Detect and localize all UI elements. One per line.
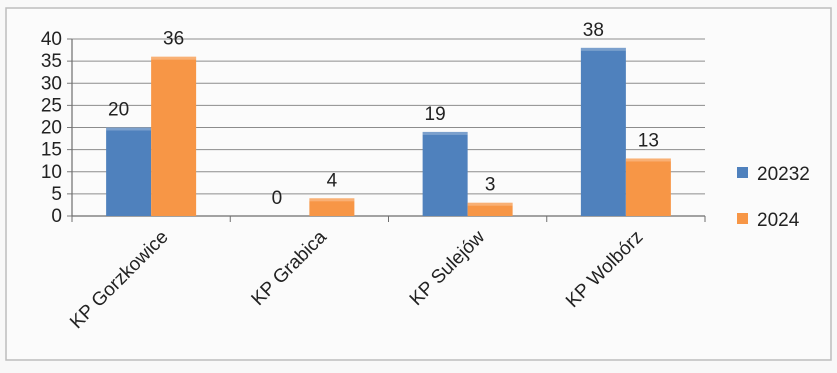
data-label-20232-1: 0 [272, 188, 283, 209]
bar-20232-kp-sulejów [422, 131, 468, 216]
bar-highlight [467, 202, 513, 206]
data-labels: 20 36 0 4 19 3 38 13 [108, 20, 659, 209]
bars [106, 47, 671, 217]
bar-20232-kp-gorzkowice [106, 127, 152, 216]
y-tick-label-5: 5 [51, 184, 62, 205]
legend-swatch-20232 [737, 167, 748, 178]
y-tick-label-35: 35 [41, 51, 62, 72]
y-tick-label-40: 40 [41, 29, 62, 50]
data-label-2024-2: 3 [485, 175, 496, 196]
legend-label-20232: 20232 [757, 164, 810, 185]
y-tick-label-15: 15 [41, 140, 62, 161]
bar-highlight [422, 131, 468, 135]
bar-highlight [151, 56, 197, 60]
bar-highlight [580, 47, 626, 51]
bar-2024-kp-sulejów [467, 202, 513, 216]
legend-swatch-2024 [737, 213, 748, 224]
data-label-20232-0: 20 [108, 100, 129, 121]
bar-2024-kp-grabica [309, 198, 355, 216]
legend: 20232 2024 [737, 164, 810, 231]
bar-highlight [625, 158, 671, 162]
bar-2024-kp-wolbórz [625, 158, 671, 216]
y-tick-label-10: 10 [41, 162, 62, 183]
data-label-2024-0: 36 [163, 29, 184, 50]
bar-highlight [309, 198, 355, 202]
data-label-20232-2: 19 [425, 104, 446, 125]
bar-2024-kp-gorzkowice [151, 56, 197, 217]
y-tick-label-20: 20 [41, 118, 62, 139]
bar-20232-kp-wolbórz [580, 47, 626, 216]
data-label-20232-3: 38 [583, 20, 604, 41]
legend-label-2024: 2024 [757, 210, 800, 231]
y-tick-label-30: 30 [41, 73, 62, 94]
data-label-2024-1: 4 [327, 170, 338, 191]
bar-highlight [106, 127, 152, 131]
data-label-2024-3: 13 [638, 130, 659, 151]
y-tick-label-0: 0 [51, 206, 62, 227]
y-tick-label-25: 25 [41, 95, 62, 116]
